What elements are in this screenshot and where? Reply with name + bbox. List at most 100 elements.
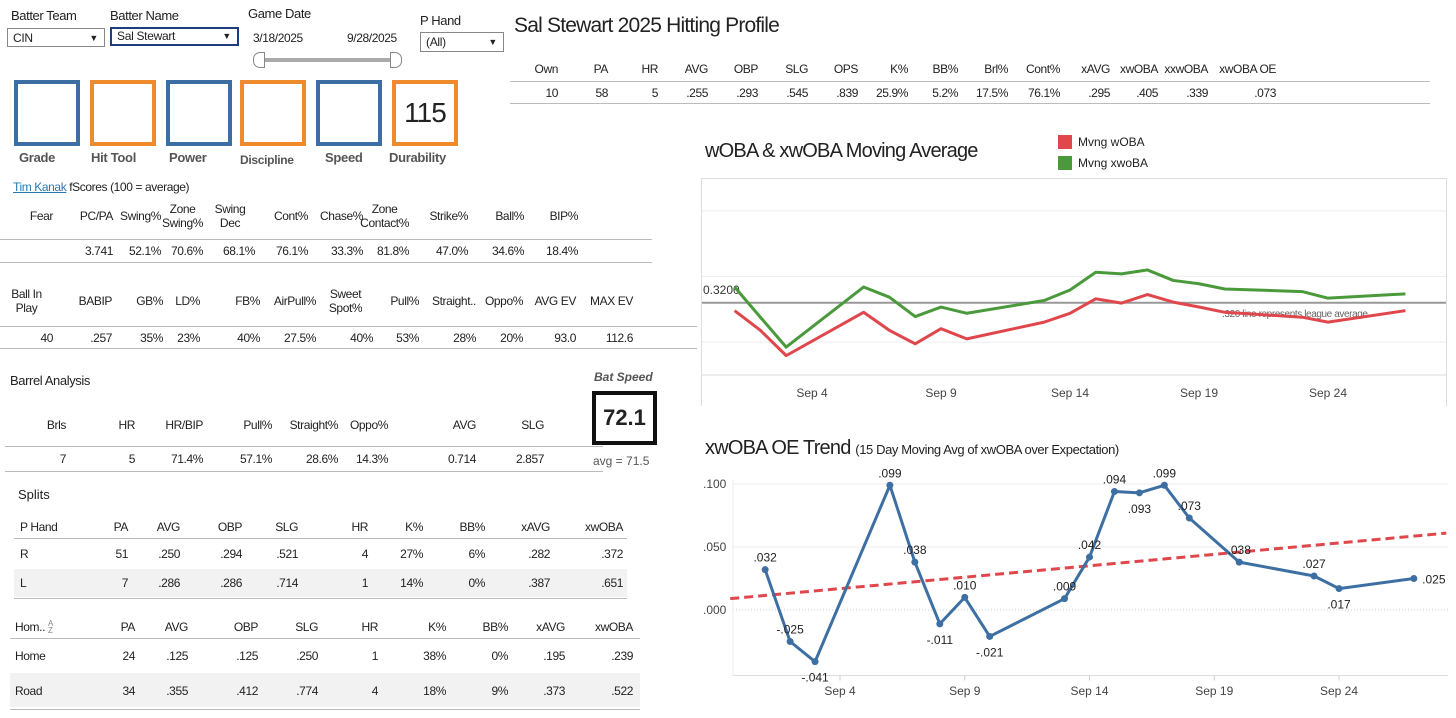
data-point [1185,514,1193,522]
table-cell: 38% [423,649,446,663]
table-cell: .339 [1186,86,1208,100]
batter-name-select[interactable]: Sal Stewart ▼ [110,27,239,46]
batter-team-select[interactable]: CIN ▼ [7,28,105,47]
batted-ball-value-row: 40 .257 35% 23% 40% 27.5% 40% 53% 28% 20% 93.0 112.… [0,331,635,345]
table-cell: Brls [46,418,66,432]
p-hand-value: (All) [426,35,446,49]
batted-ball-header-row: Ball In Play BABIP GB% LD% FB% AirPull% Sweet … [0,282,635,320]
batter-team-value: CIN [13,31,33,45]
table-cell: .714 [276,576,298,590]
table-cell: 14.3% [355,452,388,466]
table-cell: Zone Contact% [360,202,409,230]
table-cell: OPS [833,62,859,76]
table-cell: HR [118,418,135,432]
x-tick-label: Sep 24 [1320,684,1358,698]
table-cell: 4 [371,684,379,698]
game-date-end[interactable]: 9/28/2025 [347,31,397,45]
data-label: .038 [903,543,927,557]
date-range-start-handle[interactable] [253,52,265,68]
table-cell: .250 [158,547,180,561]
x-tick-label: Sep 9 [925,386,957,400]
home-road-header-row: Hom.. PA AVG OBP SLG HR K% BB% xAVG xwOBA [0,620,635,634]
tim-kanak-link[interactable]: Tim Kanak [13,180,67,194]
table-cell: 68.1% [222,244,255,258]
table-cell: 51 [115,547,128,561]
table-cell: 70.6% [170,244,203,258]
table-cell: Brl% [984,62,1008,76]
x-tick-label: Sep 14 [1070,684,1108,698]
power-label: Power [169,150,207,165]
table-cell: 18.4% [545,244,578,258]
table-cell: SLG [521,418,544,432]
table-cell: .412 [236,684,258,698]
table-cell: AVG [452,418,477,432]
p-hand-label: P Hand [420,13,461,28]
trend-line [730,531,1447,601]
data-point [961,593,969,601]
table-cell: 0.714 [447,452,476,466]
data-point [761,566,769,574]
table-cell: xwOBA OE [1219,62,1276,76]
table-cell: 17.5% [975,86,1008,100]
table-cell: Cont% [273,209,308,223]
table-cell: .257 [90,331,112,345]
splits-title: Splits [18,487,50,502]
table-cell: 34 [122,684,135,698]
data-point [1110,488,1118,496]
hit-tool-label: Hit Tool [91,150,137,165]
table-cell: xxwOBA [1164,62,1208,76]
chevron-down-icon: ▼ [222,31,231,41]
table-cell: 112.6 [605,331,634,345]
table-cell: .405 [1136,86,1158,100]
game-date-label: Game Date [248,6,311,21]
table-cell: 35% [140,331,163,345]
hand-splits-header-row: P Hand PA AVG OBP SLG HR K% BB% xAVG xwOBA [0,520,625,534]
data-label: .025 [1422,573,1446,587]
table-cell: BB% [459,520,486,534]
batter-name-value: Sal Stewart [117,29,176,43]
table-cell: HR/BIP [165,418,203,432]
table-cell: .839 [836,86,858,100]
data-point [1310,572,1318,580]
legend-item-mvng-xwoba[interactable]: Mvng xwoBA [1058,156,1148,170]
divider [510,81,1430,82]
table-cell: 57.1% [239,452,272,466]
table-cell: .774 [296,684,318,698]
barrel-analysis-title: Barrel Analysis [10,373,90,388]
data-label: -.011 [927,633,954,647]
legend-swatch [1058,135,1072,149]
table-cell: 27% [400,547,423,561]
series-line-xwoba-oe [763,483,1415,664]
date-range-end-handle[interactable] [390,52,402,68]
moving-average-chart-frame [701,178,1447,406]
profile-value-row: 10 58 5 .255 .293 .545 .839 25.9% 5.2% 17.5% 76.1%… [510,86,1278,100]
table-row: L 7 .286 .286 .714 1 14% 0% .387 .651 [0,576,625,590]
fscores-caption-text: fScores (100 = average) [69,180,190,194]
table-cell: 1 [361,576,369,590]
game-date-start[interactable]: 3/18/2025 [253,31,303,45]
reference-line-label: 0.3200 [703,283,740,297]
table-cell: Road [15,684,43,698]
discipline-label: Discipline [240,153,294,167]
data-point [786,638,794,645]
batter-team-label: Batter Team [11,8,77,23]
p-hand-select[interactable]: (All) ▼ [420,32,504,52]
table-cell: BIP% [549,209,579,223]
table-cell: 7 [59,452,67,466]
table-cell: .373 [543,684,565,698]
table-cell: .125 [236,649,258,663]
table-cell: 28.6% [305,452,338,466]
legend-swatch [1058,156,1072,170]
date-range-slider-track[interactable] [261,58,394,62]
data-label: -.041 [801,671,829,685]
bat-speed-average: avg = 71.5 [593,454,650,468]
table-cell: .522 [611,684,633,698]
legend-item-mvng-woba[interactable]: Mvng wOBA [1058,135,1145,149]
table-row: Home 24 .125 .125 .250 1 38% 0% .195 .239 [0,649,635,663]
divider [0,262,652,263]
x-tick-label: Sep 19 [1195,684,1233,698]
table-cell: HR [641,62,658,76]
